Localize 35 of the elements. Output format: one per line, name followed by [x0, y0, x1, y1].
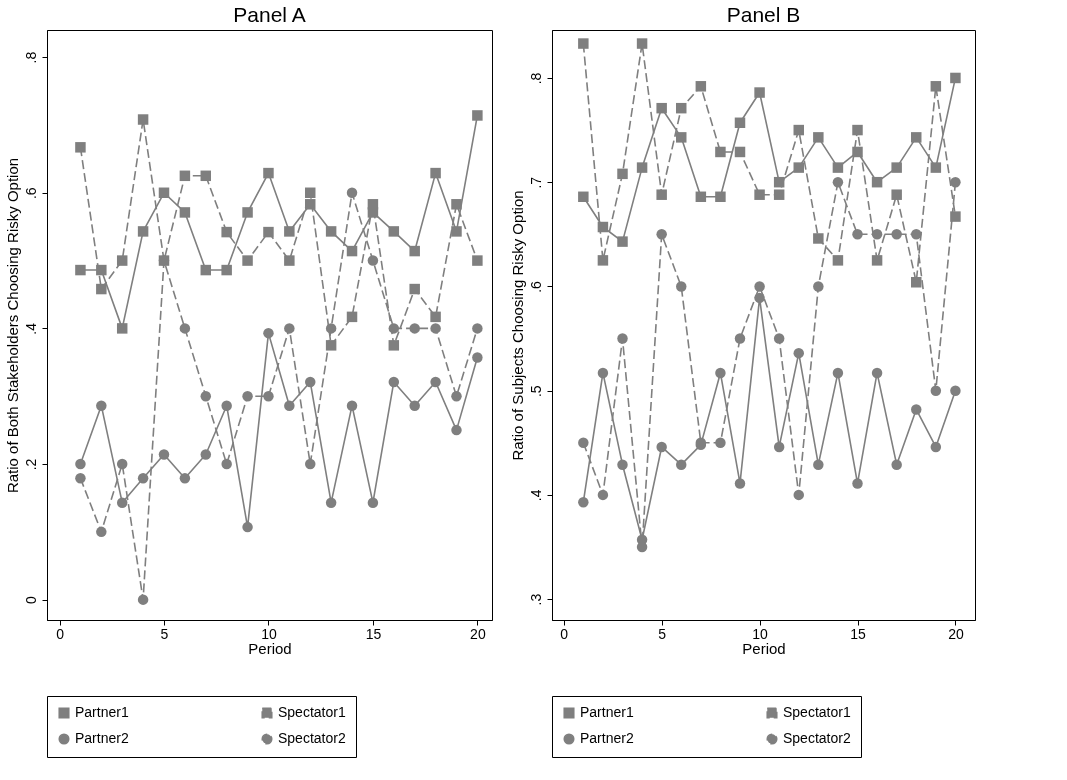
x-tick-label: 10: [261, 625, 277, 642]
y-tick-label: .4: [527, 489, 544, 502]
y-tick-label: .5: [527, 385, 544, 398]
y-tick-label: .6: [527, 280, 544, 293]
y-axis-title: Ratio of Both Stakeholders Choosing Risky Option: [3, 157, 21, 494]
x-tick-label: 20: [470, 625, 486, 642]
chart-title: Panel A: [233, 3, 306, 26]
legend-label: Spectator1: [783, 704, 851, 721]
x-tick-label: 5: [160, 625, 169, 642]
x-axis-title: Period: [248, 639, 292, 657]
legend-label: Spectator2: [278, 730, 346, 746]
legend-label: Partner1: [75, 704, 129, 721]
y-tick-label: .7: [527, 176, 544, 189]
y-tick-label: .6: [22, 187, 39, 200]
legend-label: Spectator1: [278, 704, 346, 721]
x-tick-label: 15: [365, 625, 382, 642]
y-tick-label: .8: [527, 72, 544, 85]
legend-label: Partner1: [580, 704, 634, 721]
legend-label: Spectator2: [783, 730, 851, 746]
y-tick-label: .3: [527, 593, 544, 606]
x-axis-title: Period: [742, 639, 786, 657]
x-tick-label: 0: [56, 625, 65, 642]
y-axis-title: Ratio of Subjects Choosing Risky Option: [508, 190, 526, 461]
y-tick-label: .2: [22, 458, 39, 471]
x-tick-label: 0: [560, 625, 569, 642]
y-tick-label: .4: [22, 322, 39, 335]
legend-label: Partner2: [75, 730, 129, 746]
x-tick-label: 10: [752, 625, 769, 642]
x-tick-label: 5: [658, 625, 667, 642]
y-tick-label: 0: [22, 596, 39, 605]
y-tick-label: .8: [22, 51, 39, 64]
x-tick-label: 20: [948, 625, 964, 642]
legend-label: Partner2: [580, 730, 634, 746]
chart-title: Panel B: [726, 3, 801, 26]
x-tick-label: 15: [850, 625, 866, 642]
